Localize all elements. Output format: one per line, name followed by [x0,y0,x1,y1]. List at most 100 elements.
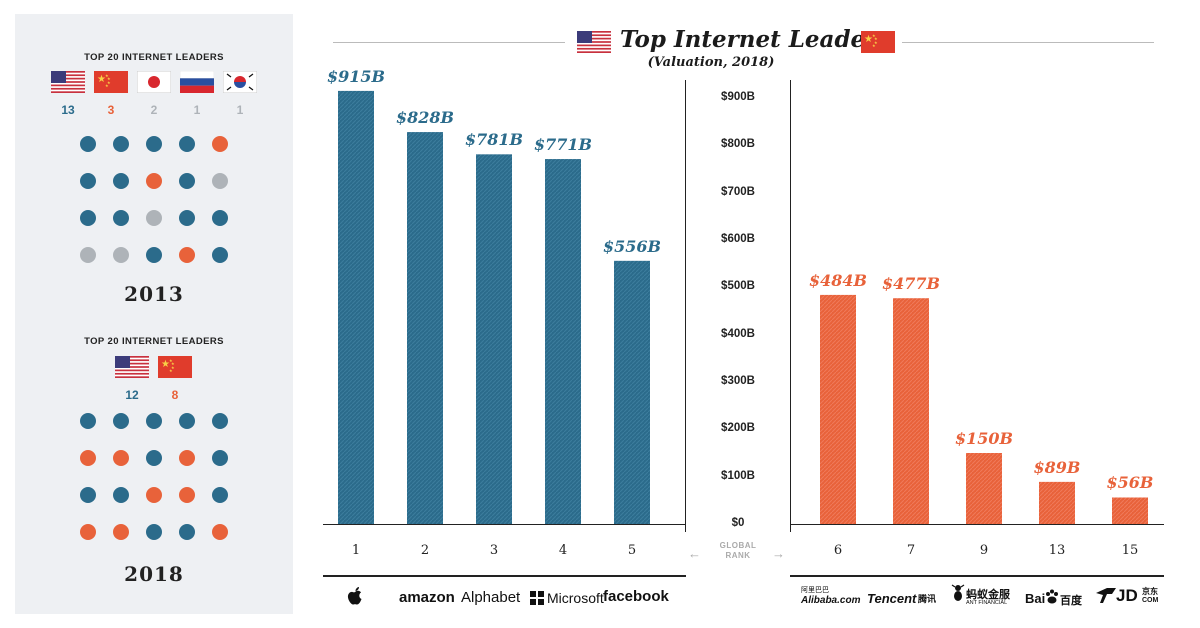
jd-dog-icon [1096,588,1116,603]
bar-value-label: $828B [395,108,455,128]
rank-label: 4 [558,543,568,558]
leader-dot-us [179,136,195,152]
leader-dot-us [80,413,96,429]
leader-dot-us [113,136,129,152]
microsoft-logo: Microsoft [547,590,604,606]
svg-text:★: ★ [171,365,175,370]
bar-rank-9 [966,453,1002,524]
logo-rule-us [323,575,686,577]
year-2018-label: 2018 [124,562,184,586]
y-tick-label: $400B [721,327,755,340]
leader-dot-us [113,173,129,189]
rank-label: 7 [906,543,916,558]
rank-label: 13 [1048,543,1066,558]
rank-label: 15 [1121,543,1139,558]
microsoft-logo-icon [530,591,544,605]
rank-label: 6 [833,543,843,558]
bar-rank-3 [476,154,512,524]
bar-rank-15 [1112,497,1148,524]
leader-dot-cn [179,487,195,503]
leader-dot-cn [80,524,96,540]
russia-flag-icon [180,71,214,93]
ant-financial-cn-text: 蚂蚁金服 [966,589,1010,601]
us-flag-icon [115,356,149,378]
global-rank-label: GLOBAL RANK [719,541,757,560]
leader-dot-us [212,210,228,226]
count-ru: 1 [193,103,201,117]
leader-dot-cn [146,487,162,503]
y-tick-label: $200B [721,422,755,435]
leader-dot-us [113,487,129,503]
leader-dot-us [146,413,162,429]
leader-dot-us [146,136,162,152]
tencent-logo: Tencent [867,591,917,606]
svg-text:★: ★ [169,368,173,373]
leader-dot-other [113,247,129,263]
leader-dot-us [146,450,162,466]
svg-text:★: ★ [97,74,106,85]
count-jp: 2 [150,103,158,117]
svg-text:★: ★ [864,34,873,45]
leader-dot-us [80,487,96,503]
leader-dot-cn [113,450,129,466]
facebook-logo: facebook [603,588,669,605]
baseline-us [323,524,686,525]
y-tick-label: $300B [721,375,755,387]
rank-label: 5 [627,543,637,558]
jd-com-text: COM [1142,597,1159,604]
leader-dot-us [146,524,162,540]
apple-logo-icon [347,587,362,605]
tencent-cn-text: 腾讯 [918,594,937,604]
rank-label: 2 [420,543,430,558]
bar-value-label: $150B [954,429,1014,448]
svg-text:★: ★ [105,83,109,88]
title-rule-left [333,42,565,43]
leader-dot-us [212,247,228,263]
alphabet-logo: Alphabet [461,589,521,606]
count-us: 13 [61,103,75,117]
bar-value-label: $781B [464,130,524,150]
rank-label: 3 [489,543,499,558]
bar-value-label: $89B [1033,457,1081,477]
arrow-left-icon: ← [688,546,701,561]
y-tick-label: $100B [721,469,755,482]
svg-text:★: ★ [874,40,878,45]
bar-rank-7 [893,298,929,524]
rank-label: 1 [351,543,361,558]
svg-text:★: ★ [874,36,878,41]
rank-label: 9 [979,543,989,558]
count-cn: 3 [107,103,115,117]
y-tick-label: $900B [721,91,755,103]
count-kr: 1 [236,103,244,117]
bar-value-label: $477B [881,274,941,294]
bar-rank-5 [614,260,650,524]
count-us: 12 [125,388,139,402]
chart-subtitle: (Valuation, 2018) [647,55,775,70]
leader-dot-cn [212,136,228,152]
leader-dot-cn [146,173,162,189]
heading-2018: TOP 20 INTERNET LEADERS [84,336,224,347]
bar-rank-4 [545,159,581,524]
heading-2013: TOP 20 INTERNET LEADERS [84,52,224,63]
leader-dot-other [80,247,96,263]
leader-dot-cn [212,524,228,540]
left-panel-border [685,80,686,532]
china-flag-icon: ★ ★ ★ ★ ★ [158,356,192,378]
logo-rule-cn [790,575,1164,577]
alibaba-logo: Alibaba.com [801,595,861,606]
bar-value-label: $915B [326,66,386,86]
bar-value-label: $484B [808,270,868,290]
leader-dot-us [212,450,228,466]
leader-dot-us [179,524,195,540]
y-tick-label: $800B [721,138,755,151]
leader-dot-us [80,173,96,189]
bar-value-label: $771B [533,135,593,155]
leader-dot-us [113,413,129,429]
bar-rank-6 [820,294,856,524]
baidu-logo: Bai [1025,591,1046,606]
bar-value-label: $556B [602,236,662,256]
year-2013-label: 2013 [124,282,184,306]
baidu-paw-icon [1046,589,1058,604]
bar-value-label: $56B [1106,473,1154,493]
right-panel-border [790,80,791,532]
